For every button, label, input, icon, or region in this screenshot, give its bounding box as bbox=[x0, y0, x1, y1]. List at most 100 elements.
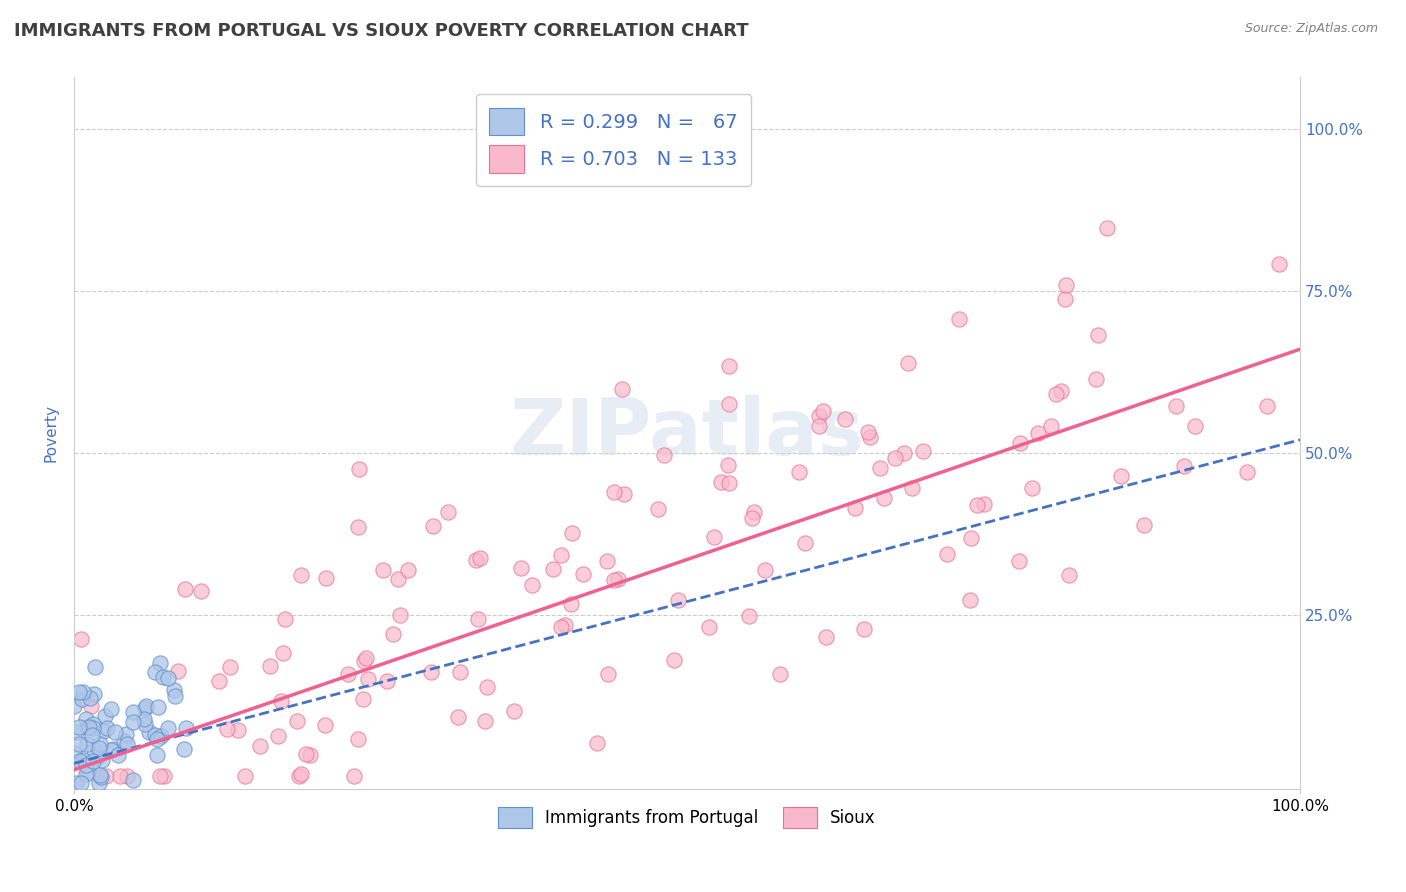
Text: Source: ZipAtlas.com: Source: ZipAtlas.com bbox=[1244, 22, 1378, 36]
Legend: Immigrants from Portugal, Sioux: Immigrants from Portugal, Sioux bbox=[492, 801, 883, 834]
Point bbox=[1256, 400, 1278, 414]
Point bbox=[342, 769, 364, 783]
Point bbox=[1236, 465, 1258, 479]
Point bbox=[741, 511, 763, 525]
Point bbox=[219, 660, 242, 674]
Point bbox=[271, 646, 294, 660]
Point bbox=[104, 724, 127, 739]
Point bbox=[285, 714, 308, 728]
Point bbox=[1054, 277, 1077, 292]
Point bbox=[69, 754, 91, 768]
Point bbox=[717, 458, 740, 472]
Point bbox=[121, 714, 143, 729]
Point bbox=[662, 652, 685, 666]
Point bbox=[215, 722, 238, 736]
Point bbox=[869, 461, 891, 475]
Point bbox=[146, 699, 169, 714]
Point bbox=[717, 476, 740, 491]
Point bbox=[91, 753, 114, 767]
Point bbox=[422, 519, 444, 533]
Point bbox=[249, 739, 271, 753]
Point bbox=[1133, 518, 1156, 533]
Point bbox=[134, 712, 156, 726]
Point bbox=[143, 728, 166, 742]
Point bbox=[153, 769, 176, 783]
Point bbox=[83, 743, 105, 757]
Point bbox=[873, 491, 896, 506]
Point bbox=[149, 729, 172, 743]
Point bbox=[859, 430, 882, 444]
Point bbox=[107, 747, 129, 762]
Point bbox=[77, 720, 100, 734]
Point bbox=[449, 665, 471, 679]
Point bbox=[94, 769, 117, 783]
Point bbox=[554, 618, 576, 632]
Point bbox=[603, 574, 626, 588]
Point bbox=[96, 721, 118, 735]
Point bbox=[101, 741, 124, 756]
Point bbox=[70, 691, 93, 706]
Point bbox=[152, 670, 174, 684]
Point bbox=[76, 721, 98, 735]
Point bbox=[228, 723, 250, 738]
Point bbox=[382, 626, 405, 640]
Point bbox=[347, 462, 370, 476]
Point bbox=[1008, 435, 1031, 450]
Point bbox=[1039, 419, 1062, 434]
Point bbox=[1045, 387, 1067, 401]
Point bbox=[67, 738, 90, 752]
Point bbox=[69, 776, 91, 790]
Point bbox=[83, 659, 105, 673]
Point bbox=[808, 418, 831, 433]
Point bbox=[389, 607, 412, 622]
Point bbox=[87, 740, 110, 755]
Point bbox=[117, 769, 139, 783]
Point bbox=[70, 632, 93, 646]
Point bbox=[173, 741, 195, 756]
Point bbox=[598, 667, 620, 681]
Point bbox=[156, 721, 179, 735]
Point bbox=[288, 769, 311, 783]
Point bbox=[233, 769, 256, 783]
Point bbox=[1050, 384, 1073, 398]
Point bbox=[912, 444, 935, 458]
Point bbox=[80, 698, 103, 713]
Point bbox=[76, 758, 98, 772]
Point bbox=[893, 446, 915, 460]
Point bbox=[959, 593, 981, 607]
Point bbox=[86, 749, 108, 764]
Point bbox=[858, 425, 880, 440]
Point bbox=[208, 673, 231, 688]
Point bbox=[72, 753, 94, 767]
Point bbox=[100, 702, 122, 716]
Point bbox=[960, 531, 983, 545]
Point bbox=[884, 450, 907, 465]
Point bbox=[387, 572, 409, 586]
Point bbox=[652, 448, 675, 462]
Point bbox=[718, 397, 741, 411]
Point bbox=[901, 481, 924, 495]
Point bbox=[357, 673, 380, 687]
Point bbox=[973, 497, 995, 511]
Point bbox=[63, 698, 86, 713]
Point bbox=[75, 767, 97, 781]
Point bbox=[89, 737, 111, 751]
Point bbox=[606, 572, 628, 586]
Point bbox=[87, 776, 110, 790]
Point bbox=[90, 770, 112, 784]
Point bbox=[353, 654, 375, 668]
Point bbox=[143, 665, 166, 680]
Point bbox=[165, 689, 187, 703]
Point bbox=[465, 552, 488, 566]
Point bbox=[347, 520, 370, 534]
Point bbox=[936, 547, 959, 561]
Point bbox=[63, 746, 86, 760]
Point bbox=[1173, 459, 1195, 474]
Point bbox=[82, 754, 104, 768]
Point bbox=[75, 713, 97, 727]
Point bbox=[560, 597, 582, 611]
Point bbox=[371, 563, 394, 577]
Point bbox=[112, 734, 135, 748]
Point bbox=[1021, 481, 1043, 495]
Point bbox=[844, 500, 866, 515]
